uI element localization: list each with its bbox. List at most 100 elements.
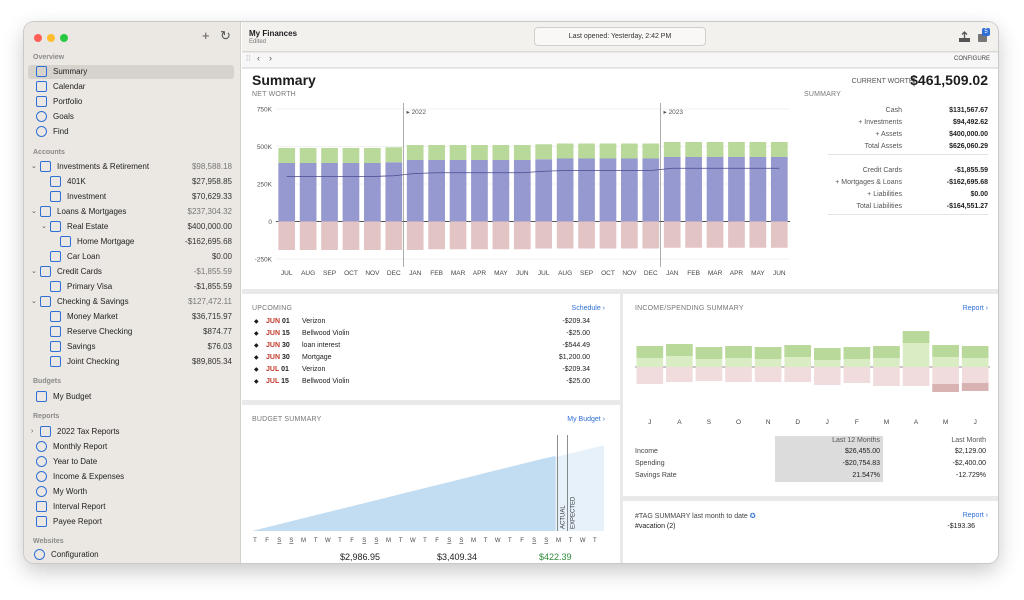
sidebar-item-2022-tax-reports[interactable]: › 2022 Tax Reports: [28, 425, 234, 439]
day-label: T: [399, 538, 403, 544]
sidebar-item-label: Monthly Report: [53, 442, 108, 451]
sidebar-item-investments-retirement[interactable]: ⌄ Investments & Retirement $98,588.18: [28, 160, 234, 174]
upcoming-day: 01: [281, 366, 289, 373]
add-button[interactable]: +: [202, 28, 210, 43]
sidebar-item-calendar[interactable]: Calendar: [28, 80, 234, 94]
upcoming-row[interactable]: ◆ JUN 01 Verizon -$209.34: [254, 318, 594, 330]
sidebar-item-home-mortgage[interactable]: Home Mortgage -$162,695.68: [28, 235, 234, 249]
spending-overage-bar: [961, 383, 989, 391]
disclosure-chevron-icon[interactable]: ⌄: [41, 223, 47, 230]
liability-bar: [728, 221, 745, 248]
inbox-icon[interactable]: 5: [978, 28, 990, 42]
sidebar-item-real-estate[interactable]: ⌄ Real Estate $400,000.00: [28, 220, 234, 234]
day-label: S: [277, 538, 281, 544]
investment-bar: [706, 142, 724, 157]
notification-badge: 5: [982, 28, 990, 36]
grid-handle-icon[interactable]: ⁞⁞: [246, 54, 251, 63]
sidebar-item-credit-cards[interactable]: ⌄ Credit Cards -$1,855.59: [28, 265, 234, 279]
summary-row: + Investments $94,492.62: [828, 119, 988, 131]
sidebar-item-interval-report[interactable]: Interval Report: [28, 500, 234, 514]
disclosure-chevron-icon[interactable]: ⌄: [31, 208, 37, 215]
sidebar-item-label: My Worth: [53, 487, 88, 496]
sidebar-item-label: My Budget: [53, 392, 92, 401]
upcoming-row[interactable]: ◆ JUN 30 loan interest -$544.49: [254, 342, 594, 354]
investment-bar: [770, 142, 788, 157]
sidebar-item-monthly-report[interactable]: Monthly Report: [28, 440, 234, 454]
cash-bar: [663, 157, 681, 222]
tag-summary-title: #TAG SUMMARY last month to date ✪: [635, 512, 756, 520]
zoom-window-button[interactable]: [60, 34, 68, 42]
sidebar-item-my-budget[interactable]: My Budget: [28, 390, 234, 404]
house-icon: [50, 221, 61, 232]
upcoming-payee: Bellwood Violin: [302, 378, 350, 385]
sidebar-item-summary[interactable]: Summary: [28, 65, 234, 79]
cash-bar: [299, 163, 317, 222]
sidebar-item-savings[interactable]: Savings $76.03: [28, 340, 234, 354]
target-icon: [36, 111, 47, 122]
day-label: S: [362, 538, 366, 544]
cash-bar: [535, 159, 553, 222]
income-bar: [725, 346, 752, 358]
sidebar-item-checking-savings[interactable]: ⌄ Checking & Savings $127,472.11: [28, 295, 234, 309]
sidebar-item-portfolio[interactable]: Portfolio: [28, 95, 234, 109]
configure-button[interactable]: CONFIGURE: [954, 56, 990, 62]
income-row-label: Savings Rate: [635, 472, 677, 479]
schedule-link[interactable]: Schedule ›: [571, 305, 605, 312]
tag-row[interactable]: #vacation (2) -$193.36: [635, 523, 975, 535]
summary-row-value: $94,492.62: [952, 119, 988, 126]
sidebar-item-configuration[interactable]: Configuration: [28, 548, 234, 562]
sidebar-item-value: -$162,695.68: [184, 237, 232, 246]
upcoming-date: JUL 15: [266, 378, 289, 385]
sidebar-item-401k[interactable]: 401K $27,958.85: [28, 175, 234, 189]
info-icon[interactable]: ✪: [749, 513, 756, 520]
forward-chevron-icon[interactable]: ›: [269, 53, 272, 63]
folder-icon: [40, 206, 51, 217]
sidebar-item-joint-checking[interactable]: Joint Checking $89,805.34: [28, 355, 234, 369]
sidebar-item-find[interactable]: Find: [28, 125, 234, 139]
upload-icon[interactable]: [958, 31, 971, 43]
close-window-button[interactable]: [34, 34, 42, 42]
sidebar-item-primary-visa[interactable]: Primary Visa -$1,855.59: [28, 280, 234, 294]
minimize-window-button[interactable]: [47, 34, 55, 42]
navigation-bar: ⁞⁞ ‹ › CONFIGURE: [242, 53, 998, 68]
sidebar-item-car-loan[interactable]: Car Loan $0.00: [28, 250, 234, 264]
sidebar-item-year-to-date[interactable]: Year to Date: [28, 455, 234, 469]
disclosure-chevron-icon[interactable]: ⌄: [31, 163, 37, 170]
sidebar-item-loans-mortgages[interactable]: ⌄ Loans & Mortgages $237,304.32: [28, 205, 234, 219]
upcoming-row[interactable]: ◆ JUN 30 Mortgage $1,200.00: [254, 354, 594, 366]
transfer-arrows-icon: ◆: [254, 343, 259, 349]
chart-icon: [50, 191, 61, 202]
tag-report-link[interactable]: Report ›: [962, 512, 988, 519]
sidebar-item-reserve-checking[interactable]: Reserve Checking $874.77: [28, 325, 234, 339]
disclosure-chevron-icon[interactable]: ›: [31, 428, 34, 435]
last-12-months-column-bg: [775, 436, 883, 482]
investment-bar: [599, 143, 617, 159]
day-label: M: [556, 538, 561, 544]
upcoming-row[interactable]: ◆ JUL 15 Bellwood Violin -$25.00: [254, 378, 594, 390]
refresh-button[interactable]: ↻: [220, 28, 231, 43]
my-budget-link[interactable]: My Budget ›: [567, 416, 605, 423]
sidebar-item-my-worth[interactable]: My Worth: [28, 485, 234, 499]
upcoming-row[interactable]: ◆ JUL 01 Verizon -$209.34: [254, 366, 594, 378]
disclosure-chevron-icon[interactable]: ⌄: [31, 298, 37, 305]
sidebar-item-label: Savings: [67, 342, 96, 351]
income-report-link[interactable]: Report ›: [962, 305, 988, 312]
sidebar-item-income-expenses[interactable]: Income & Expenses: [28, 470, 234, 484]
month-label: S: [707, 419, 712, 426]
sidebar-item-goals[interactable]: Goals: [28, 110, 234, 124]
sidebar-item-payee-report[interactable]: Payee Report: [28, 515, 234, 529]
x-tick-label: DEC: [644, 270, 658, 277]
back-chevron-icon[interactable]: ‹: [257, 53, 260, 63]
sidebar-item-investment[interactable]: Investment $70,629.33: [28, 190, 234, 204]
gear-icon: [34, 549, 45, 560]
investment-bar: [385, 147, 403, 163]
day-label: T: [314, 538, 318, 544]
cash-bar: [364, 163, 381, 222]
sidebar-item-money-market[interactable]: Money Market $36,715.97: [28, 310, 234, 324]
upcoming-date: JUL 01: [266, 366, 289, 373]
upcoming-row[interactable]: ◆ JUN 15 Bellwood Violin -$25.00: [254, 330, 594, 342]
x-tick-label: JUL: [281, 270, 293, 277]
liability-bar: [428, 221, 445, 250]
disclosure-chevron-icon[interactable]: ⌄: [31, 268, 37, 275]
income-bar: [961, 346, 989, 358]
